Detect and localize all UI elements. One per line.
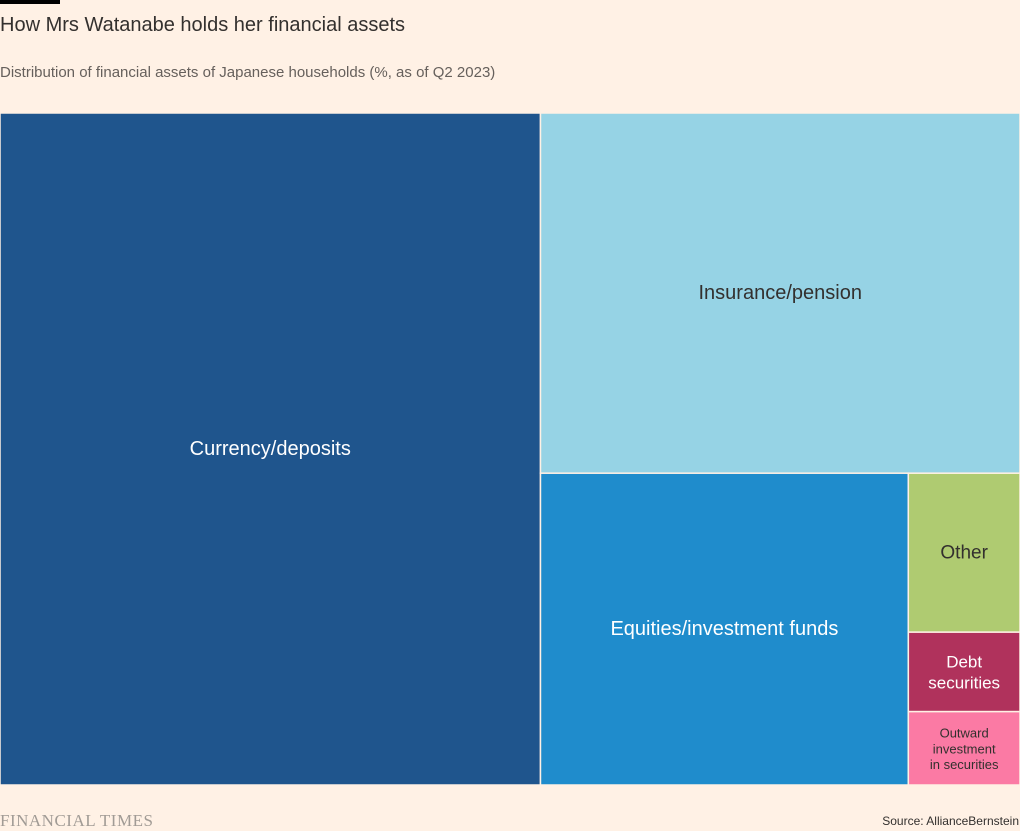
treemap-chart: Currency/deposits Insurance/pension Equiti… — [0, 113, 1020, 785]
treemap-label-debt-securities: Debt securities — [928, 652, 1000, 692]
treemap-rect-currency-deposits — [0, 113, 542, 785]
chart-title: How Mrs Watanabe holds her financial ass… — [0, 14, 405, 36]
treemap-rect-insurance-pension — [539, 113, 1020, 474]
treemap-cell-outward-investment-in-securities: Outward investment in securities — [907, 710, 1020, 785]
source-note: Source: AllianceBernstein — [882, 814, 1019, 828]
treemap-cell-debt-securities: Debt securities — [907, 631, 1020, 713]
treemap-label-insurance-pension: Insurance/pension — [699, 282, 862, 304]
treemap-label-other: Other — [940, 542, 988, 563]
treemap-cell-equities-investment-funds: Equities/investment funds — [539, 472, 910, 785]
treemap-cell-currency-deposits: Currency/deposits — [0, 113, 542, 785]
treemap-cell-insurance-pension: Insurance/pension — [539, 113, 1020, 474]
treemap-rect-outward-investment-in-securities — [907, 710, 1020, 785]
financial-times-logo: FINANCIAL TIMES — [0, 811, 154, 830]
treemap-rect-equities-investment-funds — [539, 472, 910, 785]
treemap-label-outward-investment-in-securities: Outward investment in securities — [930, 725, 999, 772]
treemap-label-currency-deposits: Currency/deposits — [190, 438, 351, 460]
chart-subtitle: Distribution of financial assets of Japa… — [0, 64, 496, 81]
treemap-rect-debt-securities — [907, 631, 1020, 713]
ft-accent-bar — [0, 0, 60, 4]
treemap-rect-other — [907, 472, 1020, 633]
treemap-label-equities-investment-funds: Equities/investment funds — [610, 618, 838, 640]
treemap-cell-other: Other — [907, 472, 1020, 633]
